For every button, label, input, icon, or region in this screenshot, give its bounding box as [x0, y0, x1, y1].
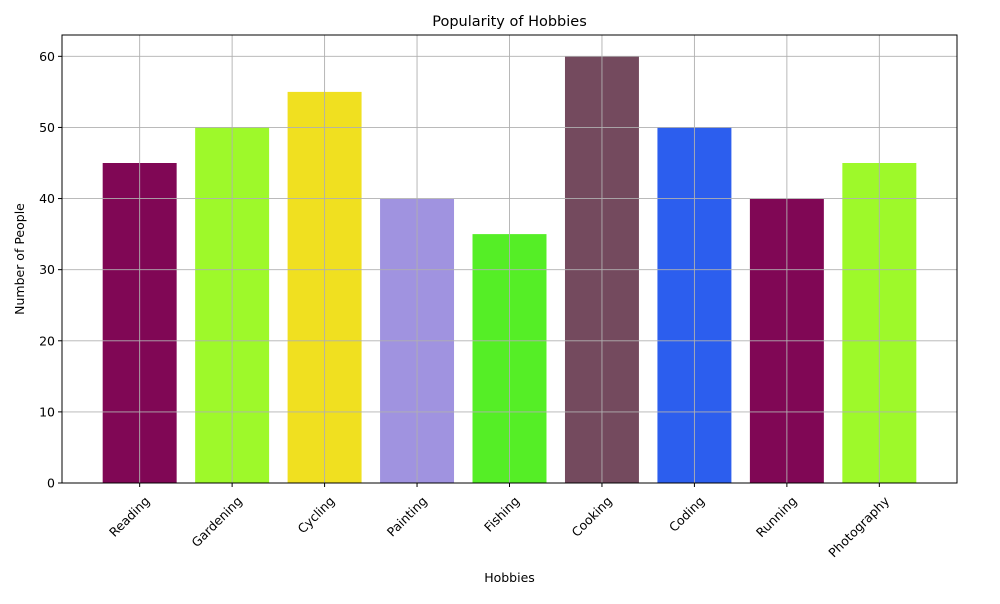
chart-title: Popularity of Hobbies	[432, 14, 587, 30]
y-tick-label: 10	[39, 404, 55, 419]
y-axis-label: Number of People	[12, 203, 27, 315]
y-tick-label: 40	[39, 191, 55, 206]
x-axis-label: Hobbies	[484, 570, 535, 585]
y-tick-label: 50	[39, 120, 55, 135]
y-tick-label: 20	[39, 333, 55, 348]
y-axis-ticks: 0 10 20 30 40 50 60	[39, 49, 62, 491]
y-tick-label: 30	[39, 262, 55, 277]
y-tick-label: 0	[47, 476, 55, 491]
y-tick-label: 60	[39, 49, 55, 64]
